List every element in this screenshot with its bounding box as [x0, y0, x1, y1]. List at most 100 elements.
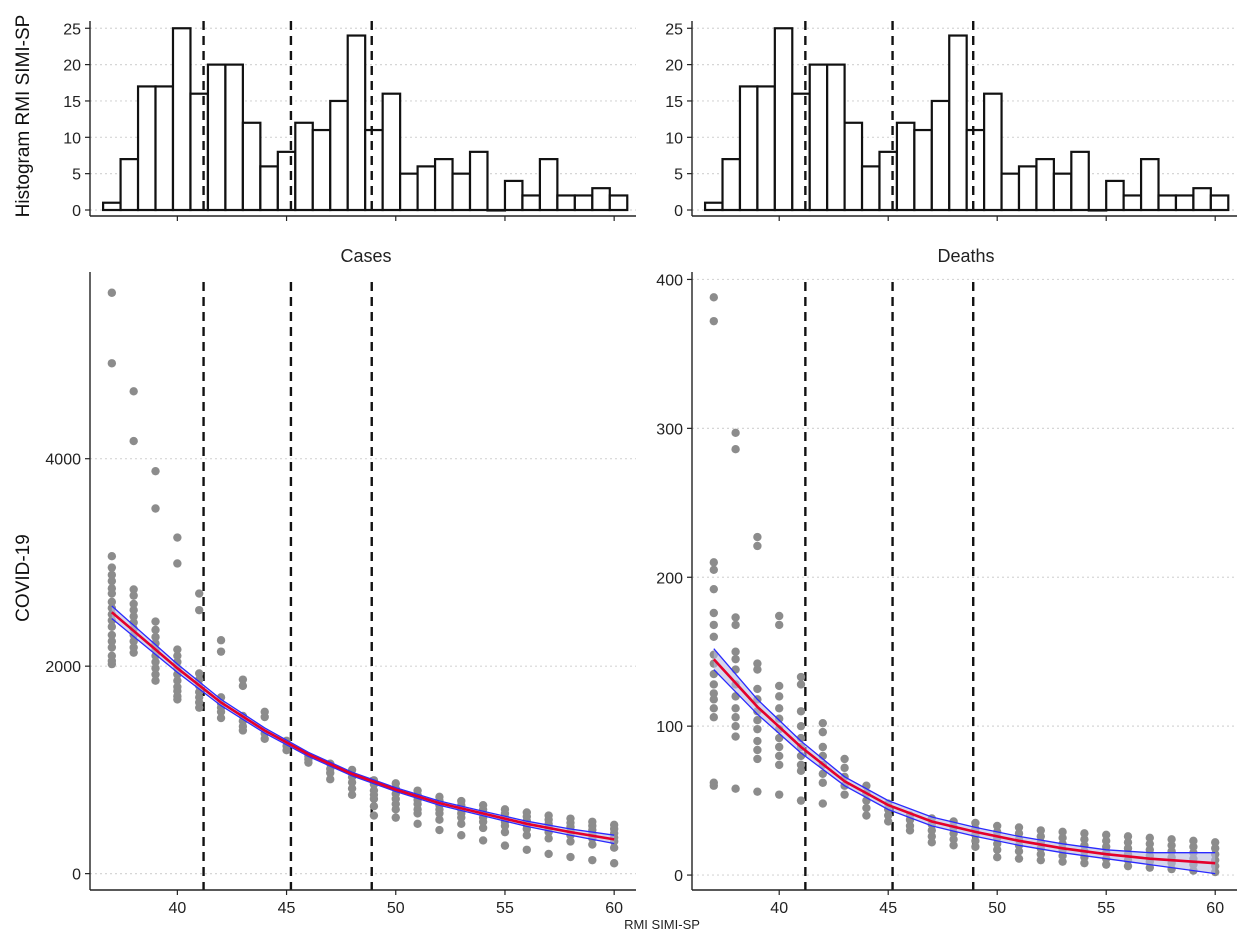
data-point: [1145, 833, 1155, 843]
data-point: [195, 589, 204, 598]
histogram-bar: [1105, 179, 1125, 212]
data-point: [173, 695, 182, 704]
histogram-bar: [556, 194, 576, 212]
cases-facet-title: Cases: [340, 246, 391, 266]
y-axis-label: COVID-19: [13, 534, 34, 622]
data-point: [753, 659, 762, 668]
x-tick-label: 60: [1206, 900, 1224, 917]
histogram-bar: [721, 158, 742, 212]
histogram-bar: [433, 158, 454, 212]
data-point: [775, 692, 784, 701]
data-point: [1123, 838, 1133, 847]
data-point: [107, 570, 117, 580]
data-point: [731, 704, 740, 713]
data-point: [927, 826, 936, 835]
confidence-lower-line: [111, 617, 615, 845]
data-point: [1189, 842, 1198, 851]
fit-line: [110, 611, 615, 841]
data-point: [796, 766, 806, 776]
y-tick-label: 15: [665, 94, 683, 111]
data-point: [151, 625, 160, 635]
data-point: [753, 532, 762, 542]
data-point: [1211, 844, 1220, 853]
deaths-facet-title: Deaths: [937, 246, 994, 266]
histogram-bar: [913, 128, 933, 212]
y-tick-label: 100: [656, 719, 683, 736]
fit-line: [712, 658, 1216, 865]
histogram-right-panel: 0 5 10 15 20 25: [665, 21, 1237, 221]
histogram-y-axis-label: Histogram RMI SIMI-SP: [13, 15, 34, 218]
data-point: [731, 654, 740, 664]
data-point: [1211, 838, 1220, 847]
data-point: [129, 591, 138, 600]
x-tick-label: 60: [605, 900, 623, 917]
histogram-bar: [878, 150, 899, 212]
data-point: [993, 821, 1002, 831]
data-point: [1123, 844, 1133, 853]
data-point: [1036, 850, 1046, 859]
y-tick-label: 4000: [45, 452, 81, 469]
data-point: [195, 669, 204, 678]
confidence-upper-line: [111, 605, 615, 836]
data-point: [173, 645, 182, 654]
data-point: [369, 802, 379, 811]
data-point: [862, 803, 871, 813]
data-point: [413, 809, 422, 818]
x-tick-label: 55: [1097, 900, 1115, 917]
histogram-bar: [206, 63, 227, 212]
deaths-panel: 0 100 200 300 400 40 45 50 55 60: [656, 272, 1237, 917]
data-point: [216, 636, 226, 645]
data-point: [840, 763, 849, 773]
data-point: [129, 648, 138, 657]
data-point: [195, 703, 204, 712]
histogram-bar: [311, 128, 332, 212]
data-point: [566, 837, 575, 846]
data-point: [107, 659, 117, 669]
data-point: [107, 622, 117, 631]
data-point: [884, 811, 893, 820]
y-tick-label: 0: [72, 867, 81, 884]
data-point: [544, 849, 553, 859]
data-point: [709, 316, 718, 326]
y-tick-label: 300: [656, 421, 683, 438]
histogram-bar: [1000, 172, 1021, 212]
histogram-bar: [1209, 194, 1230, 212]
data-point: [1036, 855, 1046, 865]
data-point: [347, 778, 357, 787]
y-tick-label: 10: [665, 130, 683, 147]
data-point: [216, 707, 226, 717]
data-point: [216, 713, 226, 723]
data-point: [369, 811, 379, 820]
data-point: [796, 680, 806, 689]
histogram-bar: [773, 27, 794, 212]
data-point: [1167, 841, 1176, 850]
data-point: [238, 726, 248, 735]
data-point: [151, 676, 160, 685]
data-point: [709, 293, 718, 302]
histogram-bar: [1087, 208, 1108, 212]
data-point: [753, 787, 762, 796]
data-point: [478, 817, 488, 826]
x-tick-label: 45: [278, 900, 296, 917]
data-point: [731, 732, 740, 741]
data-point: [522, 831, 531, 840]
data-point: [775, 681, 784, 691]
data-point: [173, 533, 182, 542]
data-point: [107, 597, 117, 607]
histogram-bar: [119, 158, 140, 212]
data-point: [753, 665, 762, 674]
data-point: [1102, 830, 1111, 840]
histogram-bar: [983, 92, 1003, 212]
data-point: [1102, 836, 1111, 846]
data-point: [129, 605, 138, 615]
data-point: [709, 584, 718, 594]
data-point: [391, 813, 400, 822]
data-point: [927, 838, 936, 847]
data-point: [775, 620, 784, 630]
data-point: [173, 676, 182, 685]
data-point: [1080, 829, 1089, 838]
histogram-bar: [948, 34, 968, 212]
data-point: [709, 608, 718, 618]
data-point: [753, 754, 762, 764]
x-tick-label: 50: [387, 900, 405, 917]
